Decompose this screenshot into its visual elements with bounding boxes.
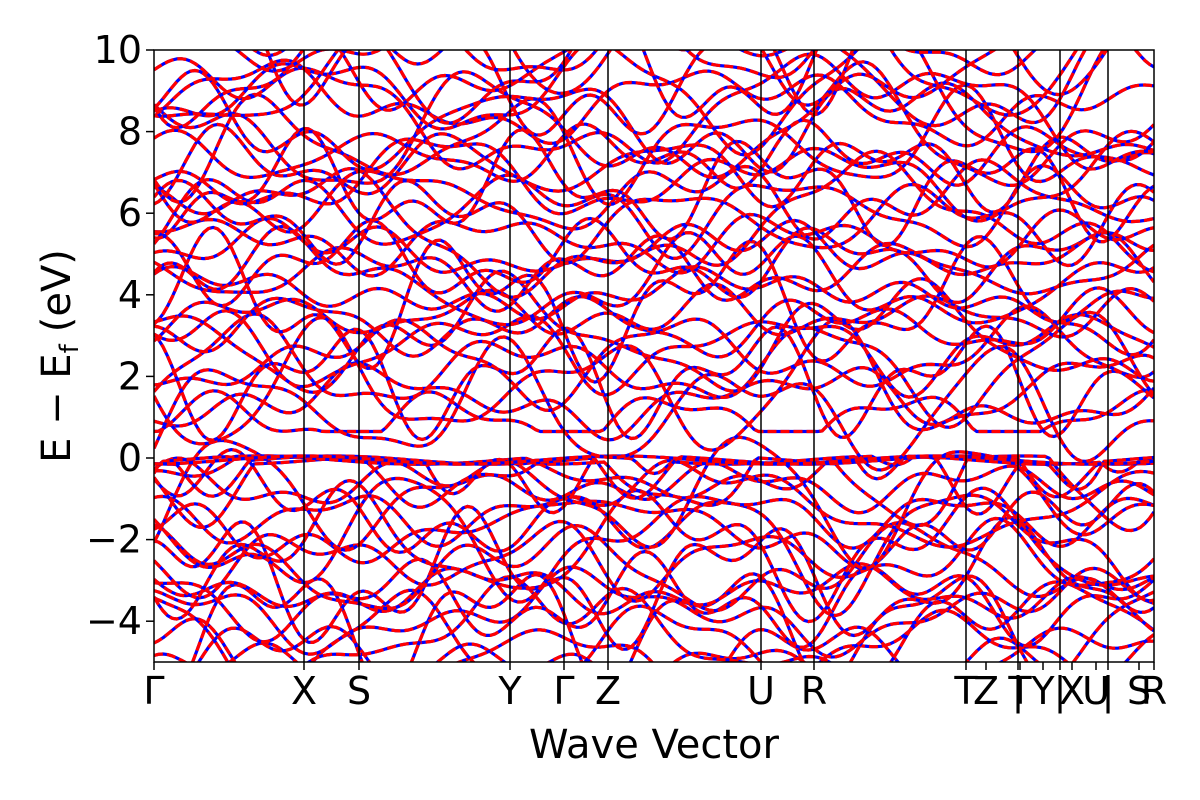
band-line-dashed: [154, 60, 1154, 187]
x-tick-label: |: [1012, 669, 1025, 714]
band-lines: [154, 50, 1154, 662]
band-line-dashed: [154, 286, 1154, 359]
x-tick-label: X: [291, 669, 317, 713]
x-tick-label: T: [1007, 669, 1032, 713]
svg-text:E − Ef(eV): E − Ef (eV): [34, 249, 85, 463]
band-line-dashed: [154, 225, 1154, 327]
y-tick-label: 10: [94, 28, 142, 72]
band-line-solid: [154, 126, 1154, 248]
x-tick-label: |: [1054, 669, 1067, 714]
band-line-dashed: [154, 636, 1041, 662]
band-line-dashed: [154, 575, 1154, 662]
band-line-dashed: [154, 68, 1154, 174]
y-tick-label: 6: [118, 191, 142, 235]
x-tick-label: T: [953, 669, 978, 713]
band-line-dashed: [154, 164, 1154, 260]
band-line-dashed: [154, 482, 1154, 570]
y-axis-title-group: E − Ef (eV): [34, 249, 85, 463]
band-line-dashed: [265, 50, 1109, 116]
band-line-dashed: [196, 625, 1154, 662]
y-axis-title-sub: f: [55, 343, 85, 353]
y-tick-label: −4: [86, 599, 142, 643]
x-axis-title: Wave Vector: [529, 722, 780, 768]
y-tick-label: −2: [86, 518, 142, 562]
high-symmetry-lines: [303, 50, 1109, 662]
band-line-dashed: [154, 454, 1154, 516]
y-axis-title-main: E − E: [34, 353, 80, 463]
x-tick-label: U: [747, 669, 775, 713]
x-tick-label: Z: [973, 669, 999, 713]
band-line-dashed: [154, 476, 1154, 618]
band-line-dashed: [154, 388, 1154, 434]
x-tick-label: |: [1102, 669, 1115, 714]
x-tick-label: Γ: [143, 669, 164, 713]
y-tick-label: 2: [118, 354, 142, 398]
plot-frame: [153, 49, 1155, 663]
band-line-dashed: [154, 324, 1154, 442]
band-line-dashed: [154, 448, 1154, 554]
band-line-dashed: [154, 50, 1079, 130]
band-line-dashed: [154, 282, 1154, 343]
band-line-dashed: [154, 269, 1154, 394]
band-line-dashed: [154, 216, 1154, 308]
band-line-dashed: [154, 310, 1154, 429]
band-line-dashed: [154, 309, 1154, 399]
band-line-solid: [190, 572, 1154, 662]
y-tick-label: 4: [118, 273, 142, 317]
band-line-dashed: [154, 516, 1154, 603]
band-line-dashed: [154, 494, 1154, 550]
y-axis-title-unit: (eV): [34, 249, 80, 332]
x-tick-label: Γ: [553, 669, 574, 713]
x-tick-label: U: [1082, 669, 1110, 713]
x-tick-label: S: [1127, 669, 1151, 713]
band-line-dashed: [154, 129, 1154, 223]
x-axis: Γ X S Y Γ Z U R TZ |T Y|XU| SR: [143, 662, 1167, 714]
band-line-dashed: [154, 50, 1154, 137]
band-line-dashed: [154, 265, 1154, 324]
y-tick-label: 8: [118, 110, 142, 154]
x-tick-label: Z: [595, 669, 621, 713]
x-tick-label: R: [801, 669, 827, 713]
x-tick-label: S: [347, 669, 371, 713]
band-line-dashed: [154, 335, 1154, 472]
band-line-dashed: [154, 479, 1154, 624]
band-line-dashed: [154, 158, 1154, 241]
band-line-dashed: [154, 58, 1154, 148]
band-line-dashed: [154, 549, 1154, 649]
band-line-dashed: [154, 456, 1154, 515]
x-tick-label: Y: [1030, 669, 1055, 713]
x-tick-label: Y: [497, 669, 522, 713]
band-line-dashed: [154, 118, 1154, 190]
band-line-dashed: [154, 52, 1154, 171]
band-line-dashed: [154, 316, 1154, 452]
x-tick-label: X: [1059, 669, 1085, 713]
band-line-dashed: [154, 565, 1154, 659]
band-line-dashed: [154, 208, 1154, 278]
band-line-solid: [251, 50, 998, 112]
y-tick-label: 0: [118, 436, 142, 480]
band-line-dashed: [154, 521, 1154, 614]
band-line-dashed: [154, 225, 1154, 384]
band-line-dashed: [154, 454, 1154, 466]
y-axis: −4 −2 0 2 4 6 8 10: [86, 28, 154, 643]
x-tick-label: R: [1141, 669, 1167, 713]
